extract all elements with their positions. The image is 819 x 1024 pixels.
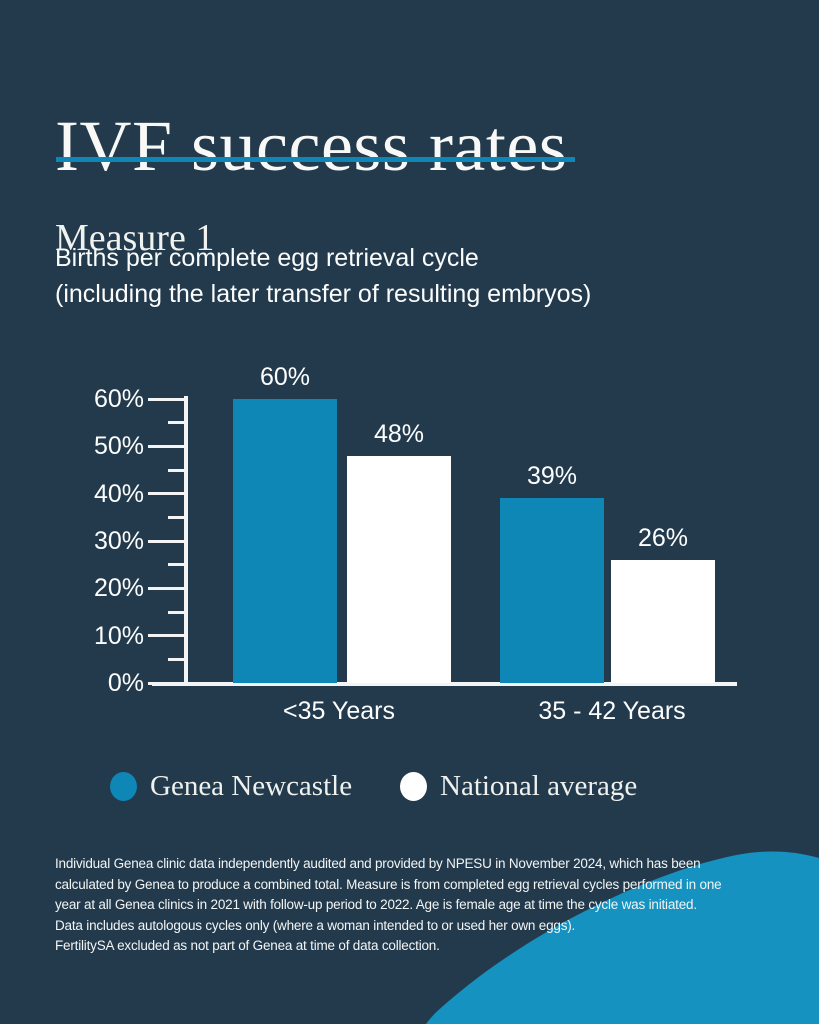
legend-label: Genea Newcastle (150, 770, 353, 802)
subtitle-line-2: (including the later transfer of resulti… (55, 280, 592, 308)
value-label-26: 26% (637, 523, 689, 552)
y-axis-label-30: 30% (93, 527, 144, 555)
y-minor-tick (168, 610, 184, 614)
y-minor-tick (168, 657, 184, 661)
y-axis-line (184, 396, 188, 685)
legend-item-national-average: National average (400, 770, 637, 802)
footnote-line-3: year at all Genea clinics in 2021 with f… (55, 897, 697, 912)
y-axis-label-60: 60% (93, 385, 144, 413)
bar-genea-newcastle-group1 (233, 399, 337, 683)
y-minor-tick (168, 515, 184, 519)
footnote-line-2: calculated by Genea to produce a combine… (55, 876, 722, 892)
value-label-39: 39% (526, 462, 578, 491)
subtitle-line-1: Births per complete egg retrieval cycle (55, 244, 479, 272)
bar-genea-newcastle-group2 (500, 498, 604, 683)
y-minor-tick (168, 421, 184, 425)
y-axis-label-40: 40% (93, 479, 144, 508)
x-axis-baseline (152, 682, 737, 686)
y-major-tick (148, 634, 184, 638)
y-axis-label-20: 20% (93, 574, 144, 603)
y-major-tick (148, 397, 184, 401)
value-label-60: 60% (259, 363, 311, 391)
footnote-line-4: Data includes autologous cycles only (wh… (55, 917, 576, 933)
bar-national-average-group2 (611, 559, 715, 683)
chart-subtitle: Births per complete egg retrieval cycle … (55, 240, 591, 312)
section-title: Measure 1 (55, 216, 215, 259)
y-major-tick (148, 539, 184, 543)
legend-dot-icon (110, 771, 137, 801)
page-title: IVF success rates (55, 106, 568, 187)
y-minor-tick (168, 468, 184, 472)
legend-label: National average (440, 770, 638, 802)
legend-item-genea-newcastle: Genea Newcastle (110, 770, 352, 802)
footnote: Individual Genea clinic data independent… (55, 854, 819, 957)
bar-national-average-group1 (347, 455, 451, 683)
y-axis-label-50: 50% (93, 432, 144, 461)
y-major-tick (148, 586, 184, 590)
category-label-2: 35 - 42 Years (538, 697, 686, 725)
footnote-line-5: FertilitySA excluded as not part of Gene… (55, 938, 440, 953)
value-label-48: 48% (373, 419, 425, 448)
category-label-1: <35 Years (283, 697, 395, 725)
y-minor-tick (168, 563, 184, 567)
legend-dot-icon (400, 771, 427, 801)
y-axis-label-0: 0% (107, 669, 144, 697)
footnote-line-1: Individual Genea clinic data independent… (55, 856, 701, 871)
y-major-tick (148, 444, 184, 448)
title-divider (56, 157, 575, 162)
y-major-tick (148, 492, 184, 496)
y-axis-label-10: 10% (93, 621, 144, 650)
